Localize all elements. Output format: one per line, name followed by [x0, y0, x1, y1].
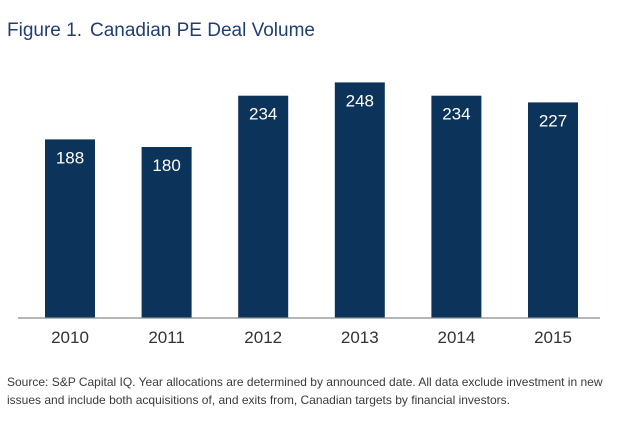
bar-2011 [141, 147, 192, 318]
bar-value-label-2010: 188 [56, 148, 84, 167]
source-note: Source: S&P Capital IQ. Year allocations… [7, 375, 603, 407]
chart-title: Figure 1. Canadian PE Deal Volume [7, 20, 315, 42]
x-tick-label-2010: 2010 [51, 328, 89, 347]
bar-value-label-2013: 248 [346, 91, 374, 110]
bar-2012 [238, 95, 289, 318]
x-tick-label-2011: 2011 [148, 328, 185, 347]
bars-group: 188 180 234 248 234 227 [45, 82, 578, 319]
bar-value-label-2012: 234 [249, 105, 277, 124]
x-tick-label-2015: 2015 [534, 328, 572, 347]
x-tick-label-2014: 2014 [437, 328, 475, 347]
bar-value-label-2015: 227 [539, 111, 567, 130]
bar-2014 [431, 95, 482, 318]
bar-2013 [334, 82, 385, 319]
x-tick-label-2012: 2012 [244, 328, 282, 347]
bar-2015 [528, 102, 578, 319]
bar-value-label-2011: 180 [152, 156, 180, 175]
x-tick-labels: 2010 2011 2012 2013 2014 2015 [51, 328, 572, 347]
x-tick-label-2013: 2013 [341, 328, 379, 347]
figure-label: Figure 1. [7, 20, 82, 41]
bar-2010 [45, 139, 95, 318]
bar-value-label-2014: 234 [442, 105, 470, 124]
figure-title: Canadian PE Deal Volume [89, 20, 315, 41]
